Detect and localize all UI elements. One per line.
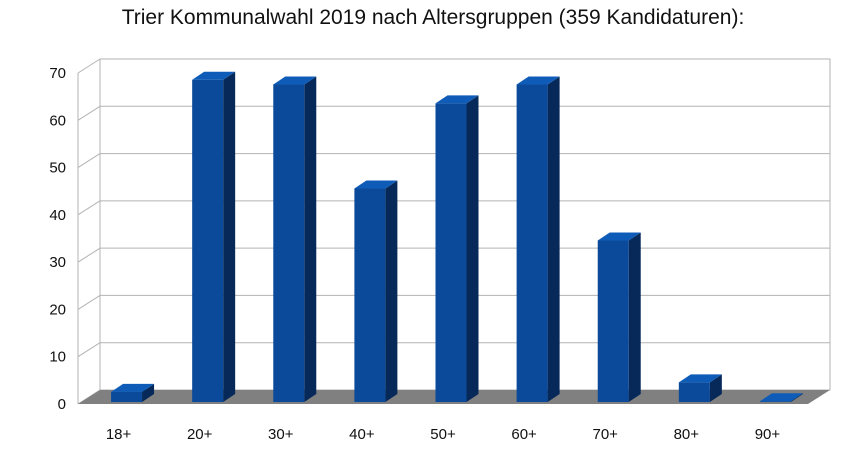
bar-side bbox=[466, 95, 479, 402]
x-tick-label: 30+ bbox=[268, 426, 294, 443]
bar-side bbox=[628, 232, 641, 402]
bar-side bbox=[304, 76, 317, 402]
bar-front bbox=[678, 382, 710, 402]
bar-side bbox=[385, 180, 398, 402]
x-tick-label: 20+ bbox=[187, 426, 213, 443]
bar-18-plus bbox=[111, 383, 155, 402]
bar-80-plus bbox=[678, 374, 722, 402]
bar-90-plus bbox=[759, 393, 803, 402]
bar-top bbox=[111, 383, 155, 392]
bar-top bbox=[759, 393, 803, 402]
y-axis-ticks: 0 10 20 30 40 50 60 70 bbox=[49, 65, 66, 413]
bar-front bbox=[516, 84, 548, 402]
x-tick-label: 80+ bbox=[674, 426, 700, 443]
x-tick-label: 70+ bbox=[592, 426, 618, 443]
bar-60-plus bbox=[516, 76, 560, 402]
x-tick-label: 60+ bbox=[511, 426, 537, 443]
y-tick-label: 10 bbox=[49, 349, 66, 366]
bar-top bbox=[354, 180, 398, 189]
y-tick-label: 30 bbox=[49, 254, 66, 271]
bar-front bbox=[111, 391, 143, 402]
x-tick-label: 40+ bbox=[349, 426, 375, 443]
gridline-depth bbox=[77, 105, 101, 121]
bar-top bbox=[678, 374, 722, 383]
bar-front bbox=[759, 401, 791, 402]
bar-top bbox=[597, 232, 641, 241]
bar-front bbox=[273, 84, 305, 402]
bar-front bbox=[435, 103, 467, 402]
bar-side bbox=[709, 374, 722, 402]
gridline-depth bbox=[77, 342, 101, 358]
x-tick-label: 18+ bbox=[106, 426, 132, 443]
gridline-depth bbox=[77, 153, 101, 168]
y-tick-label: 70 bbox=[49, 65, 66, 82]
bar-layer bbox=[111, 71, 803, 402]
bar-70-plus bbox=[597, 232, 641, 402]
y-tick-label: 0 bbox=[58, 396, 66, 413]
y-tick-label: 20 bbox=[49, 301, 66, 318]
bar-50-plus bbox=[435, 95, 479, 402]
bar-top bbox=[516, 76, 560, 85]
y-tick-label: 40 bbox=[49, 207, 66, 224]
x-tick-label: 90+ bbox=[755, 426, 781, 443]
bar-side bbox=[223, 71, 236, 402]
gridline-depth bbox=[77, 200, 101, 216]
y-tick-label: 50 bbox=[49, 160, 66, 177]
bar-side bbox=[790, 393, 803, 402]
bar-top bbox=[273, 76, 317, 85]
bar-20-plus bbox=[192, 71, 236, 402]
gridline-depth bbox=[77, 247, 101, 263]
bar-30-plus bbox=[273, 76, 317, 402]
bar-front bbox=[354, 188, 386, 402]
bar-top bbox=[435, 95, 479, 104]
x-tick-label: 50+ bbox=[430, 426, 456, 443]
y-tick-label: 60 bbox=[49, 112, 66, 129]
x-axis-ticks: 18+ 20+ 30+ 40+ 50+ 60+ 70+ 80+ 90+ bbox=[106, 426, 781, 443]
gridline-depth bbox=[77, 58, 101, 74]
bar-top bbox=[192, 71, 236, 80]
bar-front bbox=[597, 240, 629, 402]
bar-side bbox=[547, 76, 560, 402]
bar-side bbox=[142, 383, 155, 402]
gridline-depth bbox=[77, 295, 101, 310]
bar-front bbox=[192, 79, 224, 402]
chart-title: Trier Kommunalwahl 2019 nach Altersgrupp… bbox=[121, 6, 745, 29]
bar-40-plus bbox=[354, 180, 398, 402]
